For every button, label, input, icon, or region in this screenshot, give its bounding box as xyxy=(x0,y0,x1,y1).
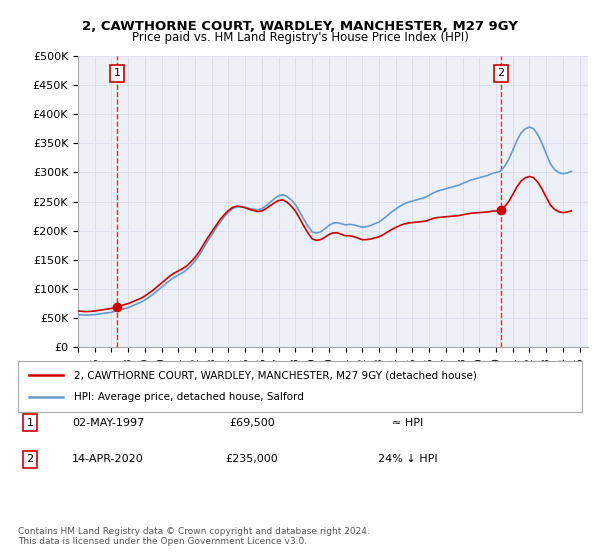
Text: 2: 2 xyxy=(26,454,34,464)
Text: 02-MAY-1997: 02-MAY-1997 xyxy=(72,418,144,428)
Text: 1: 1 xyxy=(26,418,34,428)
Text: 24% ↓ HPI: 24% ↓ HPI xyxy=(378,454,438,464)
Text: £69,500: £69,500 xyxy=(229,418,275,428)
Text: 2: 2 xyxy=(497,68,504,78)
Text: ≈ HPI: ≈ HPI xyxy=(392,418,424,428)
Text: 2, CAWTHORNE COURT, WARDLEY, MANCHESTER, M27 9GY (detached house): 2, CAWTHORNE COURT, WARDLEY, MANCHESTER,… xyxy=(74,370,477,380)
Text: 14-APR-2020: 14-APR-2020 xyxy=(72,454,144,464)
Text: £235,000: £235,000 xyxy=(226,454,278,464)
Text: 1: 1 xyxy=(113,68,121,78)
Text: Price paid vs. HM Land Registry's House Price Index (HPI): Price paid vs. HM Land Registry's House … xyxy=(131,31,469,44)
Text: Contains HM Land Registry data © Crown copyright and database right 2024.
This d: Contains HM Land Registry data © Crown c… xyxy=(18,526,370,546)
Text: HPI: Average price, detached house, Salford: HPI: Average price, detached house, Salf… xyxy=(74,393,304,403)
Text: 2, CAWTHORNE COURT, WARDLEY, MANCHESTER, M27 9GY: 2, CAWTHORNE COURT, WARDLEY, MANCHESTER,… xyxy=(82,20,518,32)
